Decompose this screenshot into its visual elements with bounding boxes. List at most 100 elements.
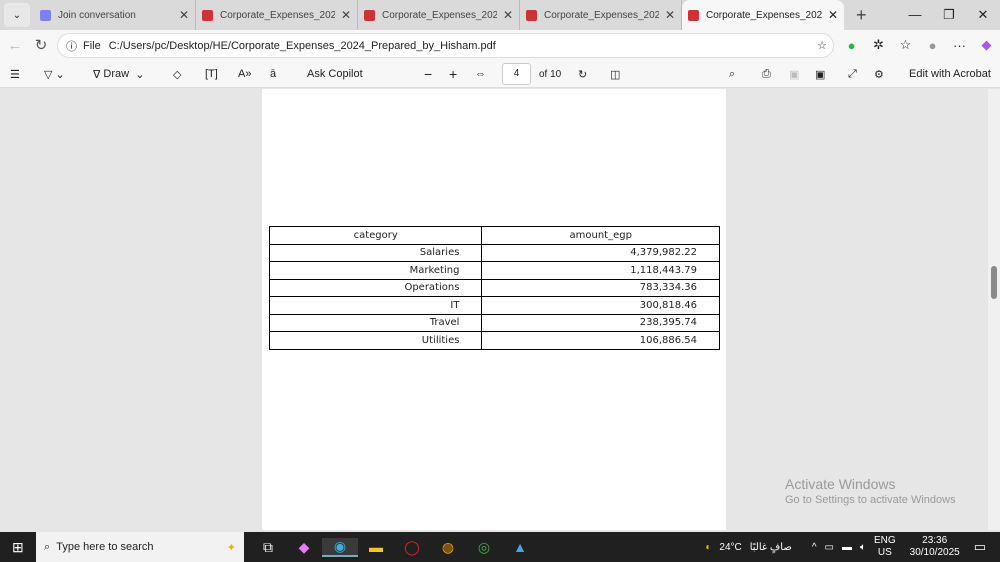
more-icon[interactable]: ··· <box>953 37 966 53</box>
table-row: Travel 238,395.74 <box>268 313 720 332</box>
tab-actions-chevron-icon[interactable]: ⌄ <box>4 3 30 27</box>
close-icon[interactable]: ✕ <box>178 8 189 22</box>
close-icon[interactable]: ✕ <box>664 8 675 22</box>
task-view-icon[interactable]: ⧉ <box>263 538 273 555</box>
zoom-in-icon[interactable]: + <box>449 66 458 82</box>
tab-pdf[interactable]: Corporate_Expenses_2024_Prep✕ <box>358 0 520 30</box>
search-highlight-icon: ✦ <box>226 541 236 554</box>
amount-cell: 1,118,443.79 <box>481 261 720 280</box>
firefox-icon[interactable]: ◍ <box>441 538 455 555</box>
teams-icon <box>40 9 51 21</box>
clock[interactable]: 23:36 30/10/2025 <box>909 535 960 558</box>
column-header: category <box>268 226 483 245</box>
activate-windows-watermark: Activate Windows Go to Settings to activa… <box>785 476 956 506</box>
edge-icon[interactable]: ◉ <box>322 537 358 557</box>
tab-pdf-active[interactable]: Corporate_Expenses_2024_Prep✕ <box>682 0 844 30</box>
pdf-icon <box>688 9 699 21</box>
read-aloud-icon[interactable]: A» <box>238 68 252 80</box>
table-row: Operations 783,334.36 <box>268 278 720 297</box>
category-cell: Utilities <box>268 331 483 350</box>
column-header: amount_egp <box>481 226 720 245</box>
save-as-icon[interactable]: ▣ <box>815 68 826 81</box>
file-explorer-icon[interactable]: ▬ <box>369 539 383 555</box>
weather-temp[interactable]: 24°C <box>719 541 742 553</box>
eraser-icon[interactable]: ◇ <box>173 68 182 81</box>
page-count: of 10 <box>539 68 562 80</box>
edit-with-acrobat-button[interactable]: Edit with Acrobat <box>909 68 991 80</box>
meet-icon[interactable]: ▭ <box>824 541 834 553</box>
translate-icon[interactable]: ā <box>270 68 277 80</box>
close-icon[interactable]: ✕ <box>827 8 838 22</box>
refresh-icon[interactable]: ↻ <box>34 37 48 54</box>
draw-icon: ∇ <box>93 68 104 81</box>
print-icon[interactable]: ⎙ <box>762 67 771 80</box>
chrome-icon[interactable]: ◎ <box>477 538 491 555</box>
taskbar: ⊞ ⌕ Type here to search ✦ ⧉ ◆ ◉ ▬ ◯ ◍ ◎ ▲… <box>0 532 1000 562</box>
copilot-app-icon[interactable]: ◆ <box>298 538 310 555</box>
amount-cell: 300,818.46 <box>481 296 720 315</box>
pdf-icon <box>526 9 537 21</box>
opera-icon[interactable]: ◯ <box>404 538 420 555</box>
search-icon: ⌕ <box>44 540 57 553</box>
new-tab-plus-icon[interactable]: + <box>856 4 867 25</box>
close-window-icon[interactable]: ✕ <box>977 7 989 22</box>
close-icon[interactable]: ✕ <box>340 8 351 22</box>
info-icon: ⓘ <box>66 40 77 53</box>
tab-bar: ⌄ Join conversation ✕ Corporate_Expenses_… <box>0 0 1000 30</box>
pdf-icon <box>364 9 375 21</box>
settings-gear-icon[interactable]: ⚙ <box>874 68 884 81</box>
restore-icon[interactable]: ❐ <box>943 7 955 22</box>
close-icon[interactable]: ✕ <box>502 8 513 22</box>
rotate-icon[interactable]: ↻ <box>578 68 588 81</box>
save-icon[interactable]: ▣ <box>789 68 800 81</box>
ask-copilot-button[interactable]: Ask Copilot <box>307 68 363 80</box>
battery-icon[interactable]: ▬ <box>841 541 852 553</box>
highlight-icon[interactable]: ▽ ⌄ <box>44 68 65 81</box>
notifications-icon[interactable]: ▭ <box>973 539 986 554</box>
taskbar-search[interactable]: ⌕ Type here to search ✦ <box>36 532 244 562</box>
fit-page-icon[interactable]: ⇔ <box>475 68 486 80</box>
volume-icon[interactable]: 🔈︎ <box>859 541 866 553</box>
pdf-page: category amount_egp Salaries 4,379,982.22 M… <box>262 89 726 530</box>
copilot-icon[interactable]: ◆ <box>981 37 992 52</box>
contents-icon[interactable]: ☰ <box>10 68 20 81</box>
category-cell: Travel <box>268 313 483 332</box>
favorite-star-icon[interactable]: ☆ <box>817 40 827 52</box>
extensions-icon[interactable]: ✲ <box>873 37 884 52</box>
amount-cell: 106,886.54 <box>481 331 720 350</box>
table-row: Salaries 4,379,982.22 <box>268 243 720 262</box>
weather-desc: صافٍ غالبًا <box>749 541 792 553</box>
pdf-icon <box>202 9 213 21</box>
draw-button[interactable]: ∇ Draw ⌄ <box>93 68 145 81</box>
page-view-icon[interactable]: ◫ <box>610 68 621 81</box>
tab-join-conversation[interactable]: Join conversation ✕ <box>34 0 196 30</box>
tab-pdf[interactable]: Corporate_Expenses_2024_Prep✕ <box>196 0 358 30</box>
minimize-icon[interactable]: — <box>908 7 922 22</box>
amount-cell: 783,334.36 <box>481 278 720 297</box>
search-icon[interactable]: ⌕ <box>729 67 736 80</box>
windows-start-icon[interactable]: ⊞ <box>12 538 24 555</box>
zoom-out-icon[interactable]: − <box>424 66 433 82</box>
tab-pdf[interactable]: Corporate_Expenses_2024_Prep✕ <box>520 0 682 30</box>
fullscreen-icon[interactable]: ⤢ <box>848 67 857 80</box>
pdf-toolbar: ☰ ▽ ⌄ ∇ Draw ⌄ ◇ [T] A» ā Ask Copilot − … <box>0 60 1000 88</box>
table-row: IT 300,818.46 <box>268 296 720 315</box>
pdf-viewer: category amount_egp Salaries 4,379,982.22 M… <box>0 89 1000 530</box>
category-cell: Operations <box>268 278 483 297</box>
profile-avatar[interactable]: ● <box>928 37 937 53</box>
address-bar[interactable]: ⓘ File C:/Users/pc/Desktop/HE/Corporate_… <box>57 33 834 58</box>
check-extension-icon[interactable]: ● <box>847 37 856 53</box>
language-indicator[interactable]: ENG US <box>873 535 896 558</box>
text-box-icon[interactable]: [T] <box>205 68 218 80</box>
page-number-input[interactable]: 4 <box>502 63 531 85</box>
table-header-row: category amount_egp <box>268 226 720 245</box>
back-arrow-icon[interactable]: ← <box>7 36 23 54</box>
favorites-icon[interactable]: ☆ <box>899 37 912 52</box>
vertical-scrollbar[interactable] <box>988 89 1000 530</box>
show-hidden-icons-chevron[interactable]: ^ <box>811 541 817 553</box>
category-cell: IT <box>268 296 483 315</box>
scrollbar-thumb[interactable] <box>991 266 997 299</box>
expenses-table: category amount_egp Salaries 4,379,982.22 M… <box>268 226 720 350</box>
photos-icon[interactable]: ▲ <box>513 539 527 555</box>
category-cell: Marketing <box>268 261 483 280</box>
